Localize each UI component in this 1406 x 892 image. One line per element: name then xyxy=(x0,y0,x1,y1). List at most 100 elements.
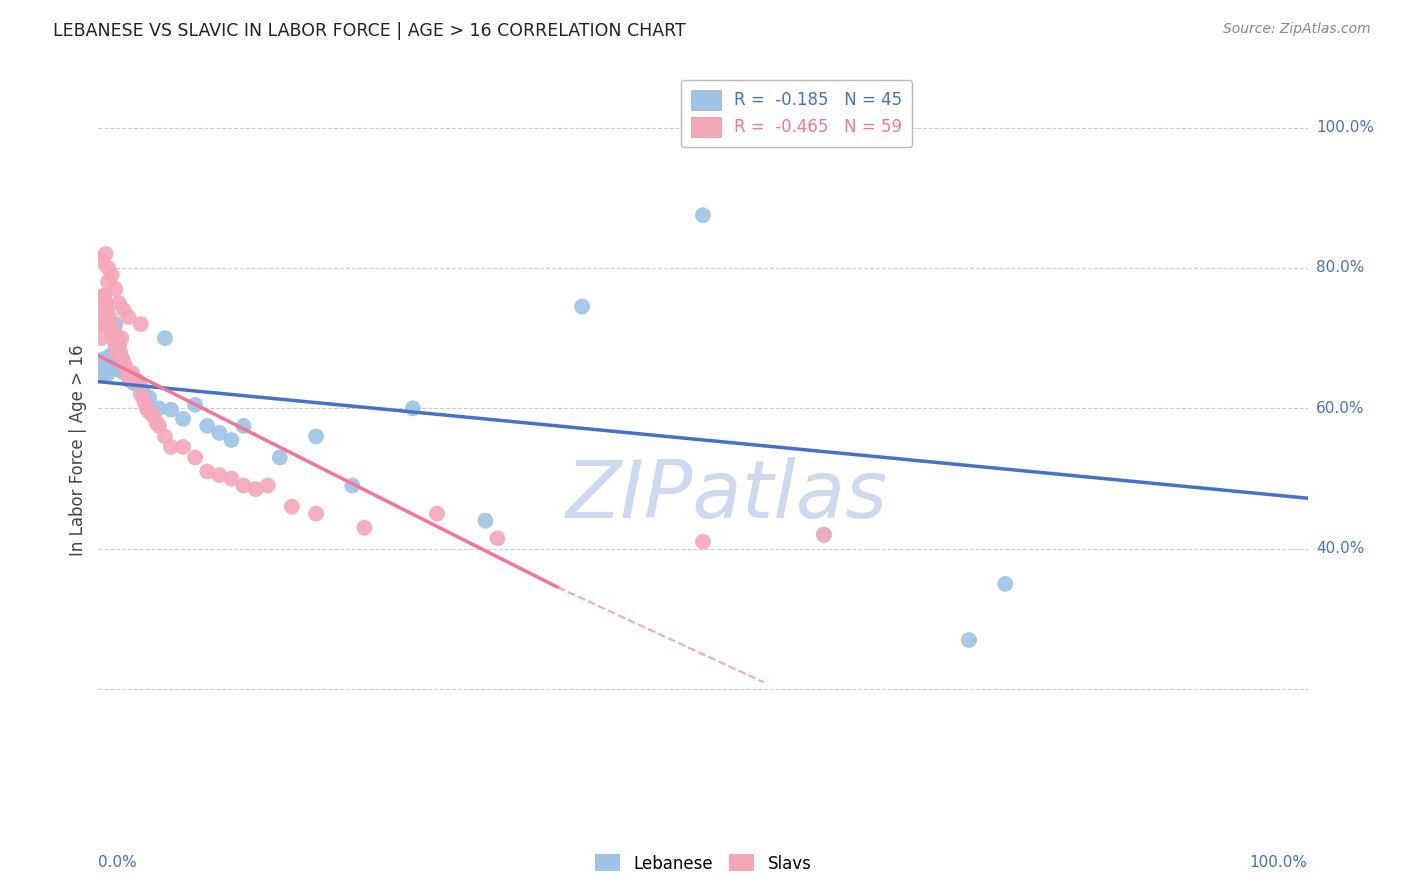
Point xyxy=(124,373,146,387)
Point xyxy=(98,359,121,374)
Legend: R =  -0.185   N = 45, R =  -0.465   N = 59: R = -0.185 N = 45, R = -0.465 N = 59 xyxy=(681,79,912,147)
Point xyxy=(426,507,449,521)
Text: ZIPatlas: ZIPatlas xyxy=(567,457,889,535)
Text: 80.0%: 80.0% xyxy=(1316,260,1364,276)
Legend: Lebanese, Slavs: Lebanese, Slavs xyxy=(588,847,818,880)
Point xyxy=(245,482,267,496)
Point xyxy=(148,401,170,416)
Point xyxy=(114,359,136,374)
Point xyxy=(160,402,183,417)
Point xyxy=(153,331,176,345)
Text: 40.0%: 40.0% xyxy=(1316,541,1364,557)
Point xyxy=(97,275,120,289)
Point xyxy=(100,317,122,331)
Point xyxy=(117,366,139,380)
Point xyxy=(89,303,111,318)
Point xyxy=(103,357,125,371)
Point xyxy=(105,352,128,367)
Point xyxy=(118,373,141,387)
Point xyxy=(103,324,125,338)
Point xyxy=(256,478,278,492)
Point xyxy=(134,394,156,409)
Point xyxy=(121,366,143,380)
Point xyxy=(269,450,291,465)
Y-axis label: In Labor Force | Age > 16: In Labor Force | Age > 16 xyxy=(69,344,87,557)
Point xyxy=(342,478,364,492)
Point xyxy=(91,289,114,303)
Point xyxy=(138,405,160,419)
Point xyxy=(104,317,127,331)
Point xyxy=(96,368,118,382)
Point xyxy=(100,349,122,363)
Point xyxy=(486,531,509,545)
Point xyxy=(94,296,117,310)
Point xyxy=(91,352,114,367)
Text: 100.0%: 100.0% xyxy=(1316,120,1374,135)
Point xyxy=(184,398,207,412)
Point xyxy=(474,514,496,528)
Point xyxy=(90,331,112,345)
Point xyxy=(91,254,114,268)
Point xyxy=(100,353,122,368)
Text: 60.0%: 60.0% xyxy=(1316,401,1364,416)
Point xyxy=(184,450,207,465)
Point xyxy=(221,433,243,447)
Point xyxy=(160,440,183,454)
Point xyxy=(172,440,194,454)
Point xyxy=(692,208,714,222)
Point xyxy=(101,360,124,375)
Point xyxy=(96,303,118,318)
Point xyxy=(145,416,167,430)
Point xyxy=(305,429,328,443)
Point xyxy=(108,345,131,359)
Point xyxy=(91,317,114,331)
Point xyxy=(571,300,593,314)
Point xyxy=(172,412,194,426)
Point xyxy=(97,260,120,275)
Point xyxy=(208,425,231,440)
Point xyxy=(129,317,152,331)
Point xyxy=(111,365,134,379)
Text: LEBANESE VS SLAVIC IN LABOR FORCE | AGE > 16 CORRELATION CHART: LEBANESE VS SLAVIC IN LABOR FORCE | AGE … xyxy=(53,22,686,40)
Point xyxy=(104,338,127,352)
Point xyxy=(127,373,149,387)
Point xyxy=(153,429,176,443)
Point xyxy=(121,375,143,389)
Point xyxy=(129,387,152,401)
Point xyxy=(118,369,141,384)
Point xyxy=(111,352,134,367)
Point xyxy=(108,338,131,352)
Point xyxy=(114,359,136,374)
Point xyxy=(129,380,152,394)
Point xyxy=(105,345,128,359)
Point xyxy=(305,507,328,521)
Point xyxy=(112,303,135,318)
Point xyxy=(221,471,243,485)
Point xyxy=(90,359,112,374)
Point xyxy=(813,527,835,541)
Point xyxy=(98,310,121,324)
Point xyxy=(148,418,170,433)
Point xyxy=(195,418,218,433)
Point xyxy=(96,303,118,318)
Point xyxy=(232,478,254,492)
Point xyxy=(100,324,122,338)
Point xyxy=(93,289,115,303)
Point xyxy=(118,310,141,324)
Point xyxy=(110,331,132,345)
Point xyxy=(108,296,131,310)
Point xyxy=(101,331,124,345)
Point xyxy=(107,331,129,345)
Point xyxy=(692,534,714,549)
Point xyxy=(134,387,156,401)
Text: 100.0%: 100.0% xyxy=(1250,855,1308,870)
Point xyxy=(107,362,129,376)
Point xyxy=(100,268,122,282)
Point xyxy=(91,366,114,380)
Point xyxy=(108,353,131,368)
Point xyxy=(97,351,120,365)
Point xyxy=(813,527,835,541)
Point xyxy=(93,362,115,376)
Text: 0.0%: 0.0% xyxy=(98,855,138,870)
Point xyxy=(138,391,160,405)
